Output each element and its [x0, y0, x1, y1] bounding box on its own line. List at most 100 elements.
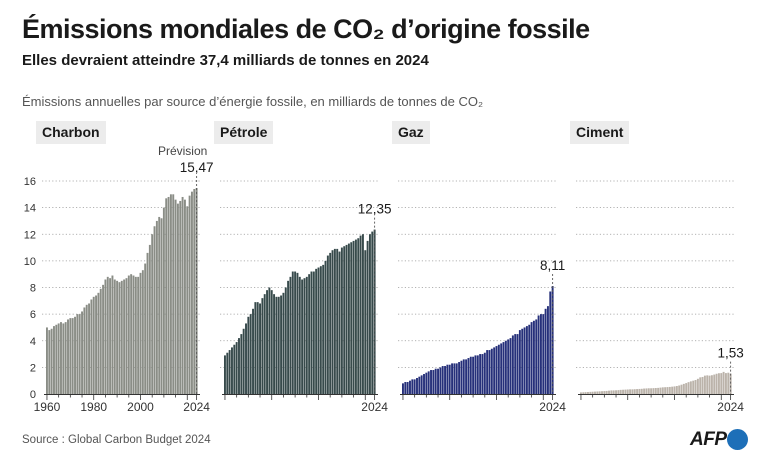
- bar-ciment-2023: [727, 372, 730, 394]
- bar-charbon-1965: [57, 323, 60, 394]
- bar-ciment-1993: [657, 387, 660, 394]
- bar-gaz-1985: [460, 360, 463, 394]
- y-tick-label-0: 0: [30, 389, 36, 401]
- bar-gaz-1993: [479, 354, 482, 394]
- bar-charbon-2020: [186, 206, 189, 394]
- bar-gaz-1980: [448, 364, 451, 394]
- bar-petrole-1965: [235, 342, 238, 394]
- bar-ciment-1965: [591, 391, 594, 394]
- bar-charbon-1979: [90, 299, 93, 394]
- bar-ciment-2014: [706, 375, 709, 394]
- bar-gaz-2015: [530, 322, 533, 394]
- bar-ciment-1977: [619, 389, 622, 394]
- bar-ciment-2010: [696, 378, 699, 394]
- bar-gaz-2017: [535, 319, 538, 394]
- bar-gaz-2003: [502, 342, 505, 394]
- bar-ciment-1973: [610, 390, 613, 394]
- y-tick-label-4: 4: [30, 336, 36, 348]
- bar-charbon-2006: [153, 226, 156, 394]
- bar-charbon-1971: [71, 318, 74, 394]
- bar-petrole-1998: [312, 271, 315, 394]
- bar-charbon-1991: [118, 282, 121, 394]
- x-tick-label-petrole-2024: 2024: [361, 400, 388, 414]
- bar-ciment-2022: [724, 373, 727, 394]
- bar-gaz-1972: [430, 370, 432, 394]
- bar-charbon-1973: [76, 314, 79, 395]
- bar-charbon-1978: [88, 303, 91, 394]
- y-tick-label-8: 8: [30, 283, 36, 295]
- chart-subtitle: Elles devraient atteindre 37,4 milliards…: [22, 52, 429, 69]
- bar-gaz-2002: [500, 343, 503, 394]
- x-tick-label-charbon-2024: 2024: [183, 400, 210, 414]
- bar-petrole-2001: [319, 266, 322, 394]
- bar-charbon-2013: [169, 194, 172, 394]
- bar-charbon-1985: [104, 279, 107, 394]
- bar-charbon-2018: [181, 196, 184, 394]
- bar-petrole-2005: [329, 252, 332, 394]
- bar-charbon-1963: [53, 326, 55, 394]
- bar-petrole-1996: [308, 274, 311, 394]
- bar-gaz-1974: [434, 368, 437, 394]
- bar-gaz-1986: [462, 359, 465, 394]
- forecast-label: Prévision: [158, 144, 207, 158]
- bar-ciment-1961: [582, 392, 585, 394]
- bar-petrole-1970: [247, 316, 250, 394]
- bar-charbon-1989: [113, 279, 116, 394]
- bar-petrole-1995: [305, 276, 308, 394]
- bar-charbon-1998: [134, 276, 137, 394]
- bar-petrole-2007: [333, 248, 336, 394]
- bar-petrole-2022: [368, 234, 371, 394]
- bar-ciment-2005: [685, 383, 688, 394]
- panel-label-ciment: Ciment: [570, 121, 630, 144]
- bar-ciment-2015: [708, 375, 711, 394]
- bar-petrole-1972: [252, 308, 254, 394]
- chart-title: Émissions mondiales de CO₂ d’origine fos…: [22, 14, 590, 44]
- panel-label-charbon: Charbon: [36, 121, 106, 144]
- bar-gaz-1970: [425, 372, 428, 394]
- bar-ciment-1990: [650, 388, 653, 394]
- x-tick-label-charbon-1980: 1980: [80, 400, 107, 414]
- x-tick-label-charbon-1960: 1960: [34, 400, 61, 414]
- bar-charbon-1974: [78, 314, 81, 395]
- bar-petrole-1987: [287, 280, 290, 394]
- bar-gaz-1979: [446, 364, 449, 394]
- y-tick-label-12: 12: [24, 229, 36, 241]
- afp-logo: AFP: [690, 428, 750, 452]
- end-value-label-gaz: 8,11: [540, 258, 565, 273]
- bar-petrole-2012: [345, 244, 348, 394]
- bar-petrole-2002: [322, 264, 325, 394]
- bar-ciment-2017: [713, 374, 716, 394]
- bar-petrole-2018: [359, 235, 362, 394]
- bar-charbon-2016: [176, 203, 179, 394]
- bar-gaz-1983: [455, 363, 458, 394]
- bar-ciment-1979: [624, 389, 627, 394]
- bar-petrole-1984: [280, 295, 283, 394]
- bar-ciment-1960: [580, 392, 582, 394]
- bar-gaz-1995: [483, 352, 486, 394]
- bar-charbon-1983: [99, 288, 102, 394]
- bar-petrole-2023: [371, 231, 374, 394]
- bar-charbon-1994: [125, 278, 128, 394]
- bar-gaz-2023: [549, 291, 552, 394]
- bar-petrole-1967: [240, 334, 243, 394]
- afp-logo-dot: [727, 429, 748, 450]
- bar-petrole-1997: [310, 271, 313, 394]
- unit-note: Émissions annuelles par source d’énergie…: [22, 94, 484, 109]
- bar-gaz-1966: [416, 378, 418, 394]
- y-tick-label-16: 16: [24, 176, 36, 188]
- bar-charbon-1962: [50, 328, 53, 394]
- bar-ciment-2016: [710, 375, 713, 394]
- bar-charbon-2014: [172, 194, 175, 394]
- bar-gaz-1991: [474, 355, 477, 394]
- bar-ciment-1964: [589, 391, 592, 394]
- bar-gaz-1961: [404, 382, 407, 394]
- bar-gaz-1978: [444, 366, 447, 394]
- panel-label-petrole: Pétrole: [214, 121, 274, 144]
- y-tick-label-14: 14: [24, 203, 36, 215]
- bar-gaz-1998: [490, 348, 493, 394]
- bar-charbon-1981: [95, 295, 98, 394]
- bar-gaz-2009: [516, 334, 519, 394]
- bar-petrole-2009: [338, 251, 341, 394]
- bar-petrole-1960: [224, 355, 226, 394]
- afp-logo-text: AFP: [690, 429, 727, 450]
